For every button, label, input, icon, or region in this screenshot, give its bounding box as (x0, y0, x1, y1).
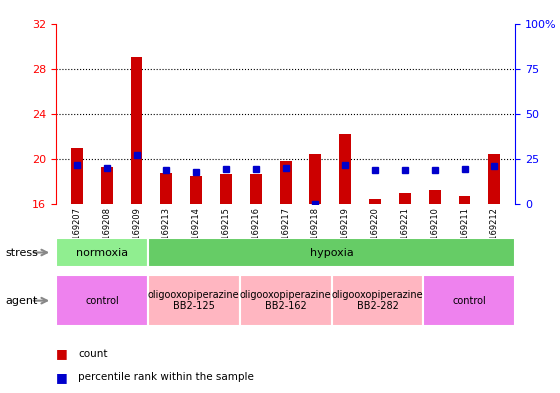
Bar (220, 174, 232, 204)
Text: normoxia: normoxia (76, 248, 128, 257)
Bar (240, 275, 332, 326)
Bar (160, 173, 172, 204)
Text: stress: stress (6, 248, 39, 257)
Bar (148, 238, 515, 267)
Bar (423, 275, 515, 326)
Text: hypoxia: hypoxia (310, 248, 353, 257)
Bar (459, 196, 470, 204)
Text: count: count (78, 349, 108, 359)
Bar (190, 176, 202, 204)
Bar (332, 275, 423, 326)
Text: ■: ■ (56, 371, 68, 384)
Bar (250, 174, 262, 204)
Bar (488, 154, 500, 204)
Bar (101, 167, 113, 204)
Text: ■: ■ (56, 347, 68, 360)
Text: control: control (452, 296, 486, 306)
Bar (279, 162, 292, 204)
Text: oligooxopiperazine
BB2-125: oligooxopiperazine BB2-125 (148, 290, 240, 311)
Text: oligooxopiperazine
BB2-162: oligooxopiperazine BB2-162 (240, 290, 332, 311)
Bar (71, 148, 83, 204)
Bar (399, 193, 411, 204)
Text: percentile rank within the sample: percentile rank within the sample (78, 372, 254, 382)
Text: oligooxopiperazine
BB2-282: oligooxopiperazine BB2-282 (332, 290, 423, 311)
Text: agent: agent (6, 296, 38, 306)
Bar (429, 190, 441, 204)
Bar (148, 275, 240, 326)
Bar (339, 134, 351, 204)
Bar (369, 199, 381, 204)
Bar (56, 238, 148, 267)
Bar (310, 154, 321, 204)
Text: control: control (85, 296, 119, 306)
Bar (56, 275, 148, 326)
Bar (130, 57, 142, 204)
